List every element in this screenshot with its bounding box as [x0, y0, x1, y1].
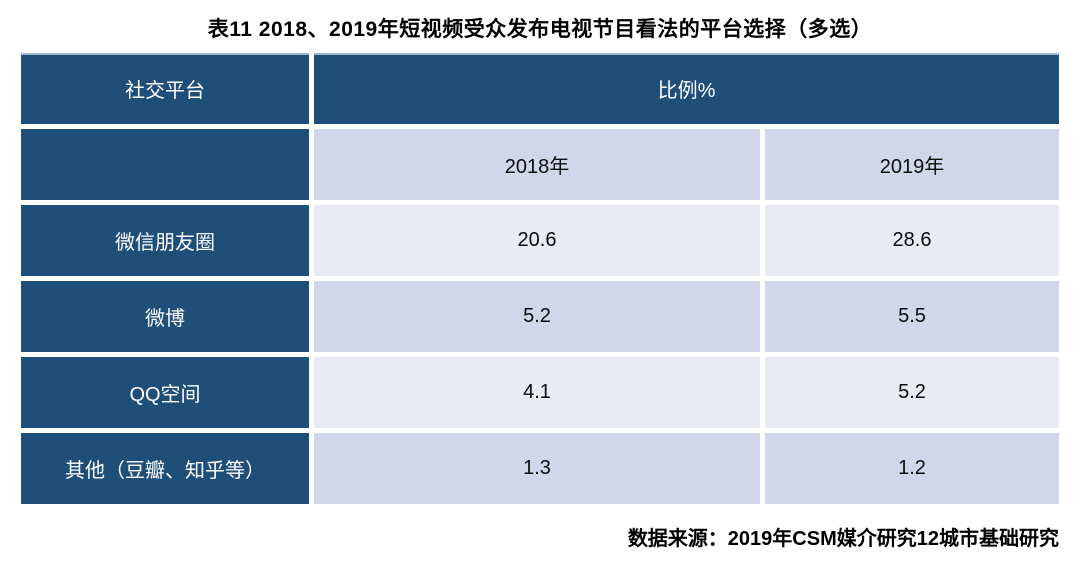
cell-value-others-2018: 1.3 — [314, 433, 760, 504]
cell-value-wechat-2019: 28.6 — [765, 205, 1059, 276]
header-cell-social-platform: 社交平台 — [21, 53, 309, 124]
cell-value-weibo-2019: 5.5 — [765, 281, 1059, 352]
header-cell-ratio-percent: 比例% — [314, 53, 1059, 124]
row-label-weibo: 微博 — [21, 281, 309, 352]
statistics-table: 社交平台 比例% 2018年 2019年 微信朋友圈 20.6 28.6 微博 … — [21, 53, 1059, 504]
source-note: 数据来源：2019年CSM媒介研究12城市基础研究 — [627, 528, 1059, 550]
cell-value-weibo-2018: 5.2 — [314, 281, 760, 352]
row-label-qq-zone: QQ空间 — [21, 357, 309, 428]
cell-value-qq-2019: 5.2 — [765, 357, 1059, 428]
table-title: 表11 2018、2019年短视频受众发布电视节目看法的平台选择（多选） — [207, 18, 873, 41]
year-header-2018: 2018年 — [314, 129, 760, 200]
cell-value-wechat-2018: 20.6 — [314, 205, 760, 276]
cell-value-others-2019: 1.2 — [765, 433, 1059, 504]
year-header-2019: 2019年 — [765, 129, 1059, 200]
row-label-others: 其他（豆瓣、知乎等） — [21, 433, 309, 504]
row-label-wechat-moments: 微信朋友圈 — [21, 205, 309, 276]
cell-value-qq-2018: 4.1 — [314, 357, 760, 428]
header-cell-empty — [21, 129, 309, 200]
